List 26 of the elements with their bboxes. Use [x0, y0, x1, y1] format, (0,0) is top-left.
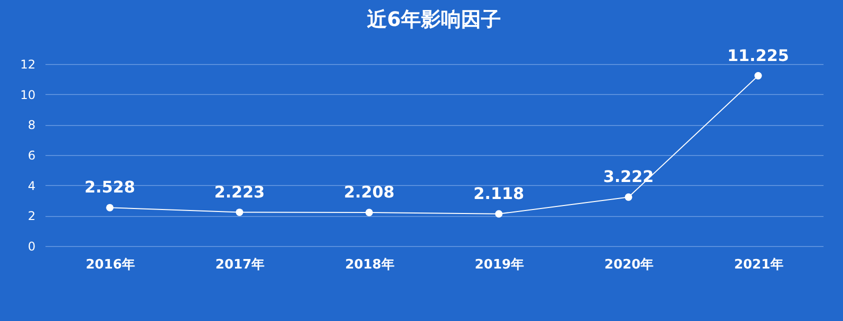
point: [624, 193, 632, 201]
y-tick-label: 2: [28, 209, 36, 224]
data-label: 3.222: [603, 167, 654, 186]
data-label: 2.223: [214, 182, 265, 202]
x-tick-label: 2021年: [734, 258, 784, 272]
point: [106, 204, 114, 212]
point: [365, 208, 373, 216]
x-tick-label: 2017年: [215, 258, 265, 272]
y-tick-label: 0: [28, 240, 36, 254]
x-tick-label: 2016年: [86, 258, 135, 272]
y-tick-label: 6: [28, 148, 36, 162]
x-tick-label: 2019年: [474, 258, 524, 272]
data-label: 2.118: [474, 184, 524, 203]
chart-title: 近6年影响因子: [366, 6, 501, 31]
y-tick-label: 10: [20, 88, 36, 102]
data-label: 2.528: [84, 178, 136, 197]
y-tick-label: 8: [28, 118, 36, 132]
point: [236, 208, 244, 216]
x-tick-label: 2020年: [604, 258, 654, 272]
data-label: 2.208: [344, 182, 394, 202]
point: [495, 210, 503, 218]
point: [754, 72, 762, 80]
x-tick-label: 2018年: [345, 258, 394, 272]
y-tick-label: 4: [28, 178, 36, 193]
y-tick-label: 12: [20, 58, 36, 72]
data-label: 11.225: [727, 46, 790, 65]
